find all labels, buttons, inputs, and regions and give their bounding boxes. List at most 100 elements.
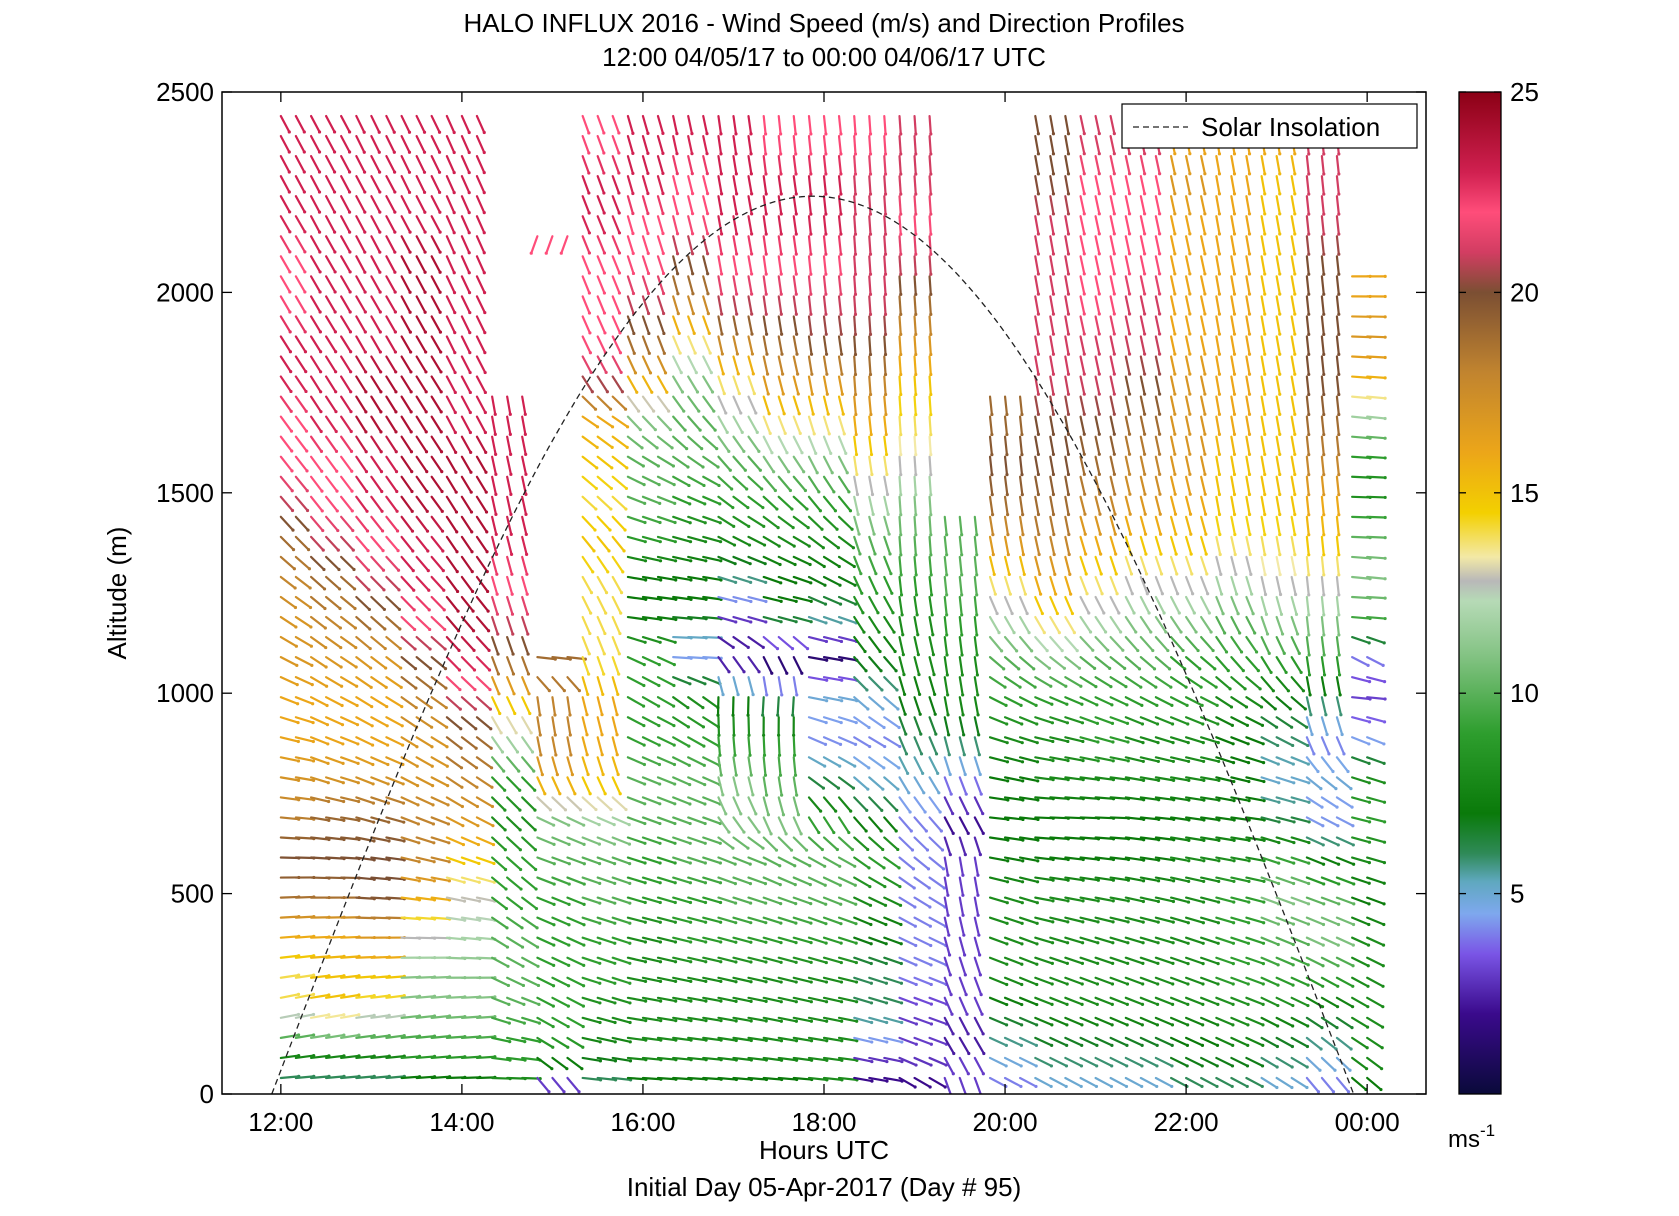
wind-barb [385,776,405,786]
wind-barb [491,535,499,556]
wind-barb [400,155,412,174]
wind-barb [460,435,473,455]
wind-barb [596,375,609,394]
wind-barb [460,816,480,828]
wind-barb [370,676,388,689]
wind-barb [581,1056,603,1063]
wind-barb [355,395,368,414]
wind-barb [430,756,449,768]
wind-barb [309,796,331,804]
wind-barb [445,696,462,711]
wind-barb [355,475,369,494]
wind-barb [475,134,486,155]
wind-barb [415,435,429,454]
wind-barb [641,816,662,826]
wind-barb [385,175,397,194]
wind-barb [279,676,299,687]
wind-barb [279,1012,301,1019]
wind-barb [385,575,401,592]
wind-barb [475,395,487,415]
wind-barb [491,996,511,1007]
wind-barb [491,395,497,416]
wind-barb [370,395,383,414]
wind-barb [506,736,520,754]
wind-barb [385,495,399,513]
wind-barb [279,355,293,374]
wind-barb [475,175,486,195]
wind-barb [430,335,443,354]
wind-barb [355,134,366,154]
wind-barb [325,796,346,804]
wind-barb [506,1016,526,1025]
wind-barb [445,215,456,235]
wind-barb [551,956,571,967]
wind-barb [355,515,370,533]
wind-barb [521,395,527,416]
wind-barb [309,114,322,134]
wind-barb [491,575,499,596]
wind-barb [611,756,620,777]
wind-barb [491,676,501,696]
wind-barb [370,495,384,513]
wind-barb [626,816,647,826]
wind-barb [626,776,647,786]
wind-barb [626,1016,648,1023]
wind-barb [596,676,605,697]
wind-barb [491,635,500,656]
wind-barb [475,215,486,235]
wind-barb [445,816,465,828]
wind-barb [355,375,368,394]
wind-barb [581,595,593,615]
wind-barb [611,936,632,945]
wind-barb [536,816,556,827]
wind-barb [445,595,460,613]
wind-barb [355,696,374,709]
wind-barb [581,1016,602,1025]
wind-barb [506,555,514,576]
wind-barb [460,575,475,594]
wind-barb [611,856,632,866]
wind-barb [460,275,472,295]
wind-barb [611,555,625,574]
wind-barb [566,776,577,796]
wind-barb [370,215,382,234]
wind-barb [279,1033,301,1039]
wind-barb [355,195,367,214]
wind-barb [415,315,428,334]
wind-barb [641,916,662,924]
wind-barb [536,736,543,757]
wind-barb [430,215,442,234]
wind-barb [325,114,337,134]
wind-barb [400,495,414,513]
wind-barb [355,716,374,728]
wind-barb [325,495,339,513]
wind-barb [294,195,307,214]
wind-barb [566,916,586,927]
wind-barb [294,1033,316,1039]
wind-barb [460,595,475,613]
wind-barb [581,495,598,511]
wind-barb [506,856,523,872]
wind-barb [641,956,663,964]
wind-barb [309,635,328,650]
wind-barb [370,475,384,494]
wind-barb [385,275,397,294]
wind-barb [279,555,296,571]
wind-barb [400,175,412,194]
wind-barb [475,255,486,275]
wind-barb [445,355,457,375]
y-tick-label: 1000 [156,678,214,708]
wind-barb [294,555,312,571]
wind-barb [611,235,622,255]
wind-barb [460,335,472,355]
wind-barb [309,475,324,493]
wind-barb [536,1076,551,1094]
wind-barb [460,355,472,375]
colorbar-tick-label: 5 [1510,879,1524,909]
wind-barb [430,696,448,710]
wind-barb [294,992,316,999]
wind-barb [445,916,467,922]
wind-barb [355,535,370,553]
wind-barb [626,435,644,450]
wind-barb [430,816,451,826]
